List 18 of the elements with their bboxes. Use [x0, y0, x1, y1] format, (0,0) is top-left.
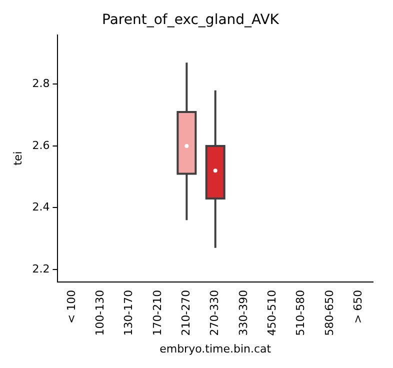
x-tick-label: 210-270 — [180, 290, 193, 336]
x-tick-label: > 650 — [352, 290, 365, 324]
x-axis-title: embryo.time.bin.cat — [160, 342, 272, 356]
y-tick-label: 2.2 — [32, 262, 50, 276]
y-tick-label: 2.4 — [32, 200, 50, 214]
chart-title: Parent_of_exc_gland_AVK — [102, 12, 280, 28]
x-tick-label: 170-210 — [150, 290, 164, 336]
x-tick-label: < 100 — [64, 290, 78, 324]
x-tick-label: 510-580 — [294, 290, 308, 336]
x-tick-label: 270-330 — [208, 290, 222, 336]
y-axis-title: tei — [11, 151, 24, 166]
y-tick-label: 2.6 — [32, 138, 50, 152]
x-tick-label: 450-510 — [266, 290, 279, 336]
x-tick-label: 330-390 — [236, 290, 250, 336]
x-tick-label: 100-130 — [94, 290, 107, 336]
x-tick-label: 130-170 — [122, 290, 136, 336]
y-tick-label: 2.8 — [32, 77, 50, 90]
x-tick-label: 580-650 — [322, 290, 336, 336]
